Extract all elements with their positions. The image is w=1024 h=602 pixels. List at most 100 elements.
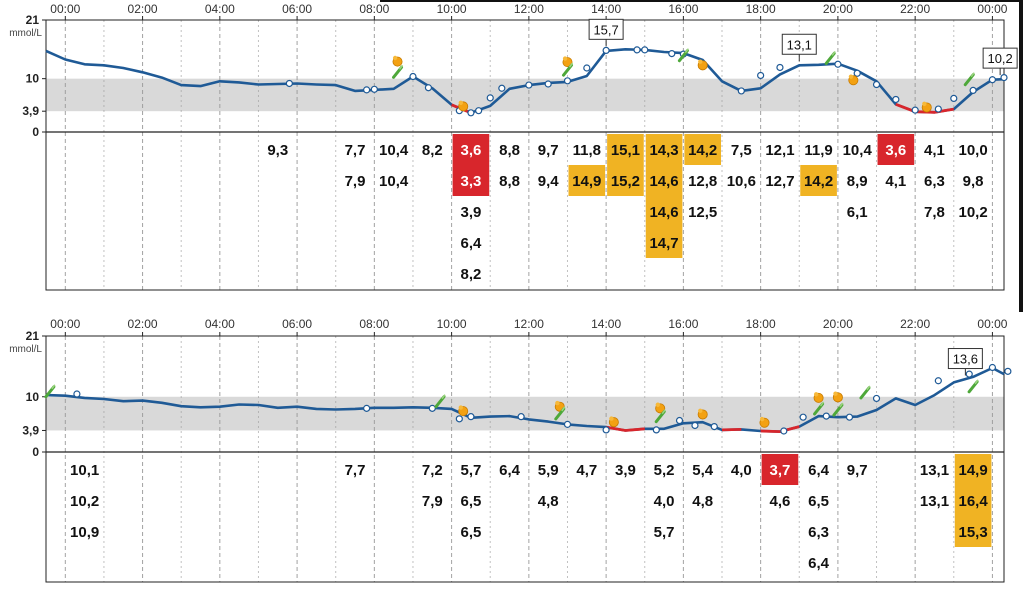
insulin-pen-icon <box>677 48 689 63</box>
low-value-cell <box>761 454 799 485</box>
reading-marker <box>455 415 463 423</box>
reading-value: 5,4 <box>692 462 714 479</box>
y-tick-label: 10 <box>26 72 40 86</box>
reading-value: 5,7 <box>460 462 481 479</box>
low-glucose-segment <box>721 428 742 432</box>
reading-marker <box>780 427 788 435</box>
reading-value: 4,1 <box>885 173 906 190</box>
insulin-pen-icon <box>554 406 566 421</box>
high-value-cell <box>954 485 992 516</box>
reading-marker <box>486 94 494 102</box>
reading-value: 13,1 <box>920 462 949 479</box>
meal-icon-highlight <box>848 74 854 79</box>
reading-marker <box>822 412 830 420</box>
reading-value: 14,2 <box>804 173 833 190</box>
insulin-pen-tip <box>561 406 566 412</box>
meal-icon <box>562 56 573 68</box>
day-panel-2: 00:00 02:00 04:00 06:00 08:00 10:00 12:00 14:00… <box>9 317 1012 583</box>
reading-value: 10,2 <box>70 493 99 510</box>
reading-marker <box>799 413 807 421</box>
reading-value: 13,1 <box>920 493 949 510</box>
reading-marker <box>525 81 533 89</box>
insulin-pen-icon <box>434 394 446 409</box>
reading-value: 6,3 <box>808 524 829 541</box>
insulin-pen-tip <box>819 401 825 407</box>
reading-value: 14,9 <box>572 173 601 190</box>
reading-value: 7,9 <box>422 493 443 510</box>
reading-value: 7,5 <box>731 142 752 159</box>
x-tick-label: 16:00 <box>668 2 698 16</box>
insulin-pen-icon <box>824 50 836 65</box>
reading-marker <box>834 60 842 68</box>
reading-value: 10,1 <box>70 462 99 479</box>
x-tick-label: 16:00 <box>668 317 698 331</box>
insulin-pen-icon <box>967 379 979 394</box>
reading-value: 12,7 <box>765 173 794 190</box>
insulin-pen-icon <box>44 384 56 399</box>
y-tick-label: 0 <box>32 445 39 459</box>
meal-icon-highlight <box>698 408 703 414</box>
reading-value: 3,7 <box>770 462 791 479</box>
reading-value: 14,7 <box>649 235 678 252</box>
low-value-cell <box>877 134 915 165</box>
y-tick-label: 21 <box>26 329 40 343</box>
reading-value: 5,7 <box>654 524 675 541</box>
meal-icon <box>392 55 403 67</box>
reading-value: 6,5 <box>808 493 829 510</box>
peak-callout-box <box>982 47 1018 69</box>
reading-value: 6,5 <box>460 493 481 510</box>
x-tick-label: 12:00 <box>514 2 544 16</box>
y-axis-unit: mmol/L <box>9 344 42 355</box>
reading-value: 6,4 <box>808 462 830 479</box>
reading-value: 14,2 <box>688 142 717 159</box>
insulin-pen-tip <box>568 62 574 68</box>
x-tick-label: 12:00 <box>514 317 544 331</box>
reading-value: 14,9 <box>958 462 987 479</box>
target-range-band <box>46 78 1004 112</box>
reading-marker <box>988 76 997 84</box>
reading-value: 7,9 <box>345 173 366 190</box>
high-value-cell <box>800 165 837 196</box>
insulin-pen-icon <box>392 64 404 79</box>
meal-icon <box>832 391 843 403</box>
reading-value: 11,9 <box>804 142 832 159</box>
reading-marker <box>475 107 483 115</box>
insulin-pen-tip <box>831 50 836 56</box>
chart-frame <box>45 335 1005 583</box>
reading-value: 6,4 <box>499 462 521 479</box>
peak-callout-box <box>781 33 817 55</box>
insulin-pen-tip <box>51 384 56 390</box>
x-tick-label: 22:00 <box>900 2 930 16</box>
reading-marker <box>675 416 684 425</box>
insulin-pen-tip <box>839 402 844 408</box>
reading-marker <box>872 80 881 89</box>
reading-value: 16,4 <box>958 493 988 510</box>
reading-value: 7,8 <box>924 204 945 221</box>
low-value-cell <box>452 134 490 165</box>
y-axis-unit: mmol/L <box>9 28 42 39</box>
meal-icon-highlight <box>555 400 560 406</box>
meal-icon-highlight <box>458 100 463 106</box>
x-tick-label: 04:00 <box>205 2 235 16</box>
x-tick-label: 00:00 <box>977 2 1007 16</box>
reading-marker <box>892 95 900 104</box>
x-tick-label: 10:00 <box>437 2 467 16</box>
meal-icon <box>848 74 859 86</box>
meal-icon-highlight <box>458 405 463 410</box>
low-glucose-segment <box>760 425 800 434</box>
x-tick-label: 14:00 <box>591 317 621 331</box>
meal-icon-highlight <box>833 391 838 396</box>
reading-value: 3,6 <box>460 142 481 159</box>
insulin-pen-icon <box>813 401 825 416</box>
reading-value: 4,7 <box>576 462 597 479</box>
reading-marker <box>563 420 572 428</box>
reading-marker <box>602 46 610 55</box>
high-value-cell <box>684 134 722 165</box>
insulin-pen-icon <box>963 72 975 87</box>
reading-value: 4,8 <box>692 493 713 510</box>
reading-marker <box>988 363 997 372</box>
reading-marker <box>776 63 784 72</box>
insulin-pen-icon <box>561 62 574 77</box>
reading-value: 4,1 <box>924 142 945 159</box>
